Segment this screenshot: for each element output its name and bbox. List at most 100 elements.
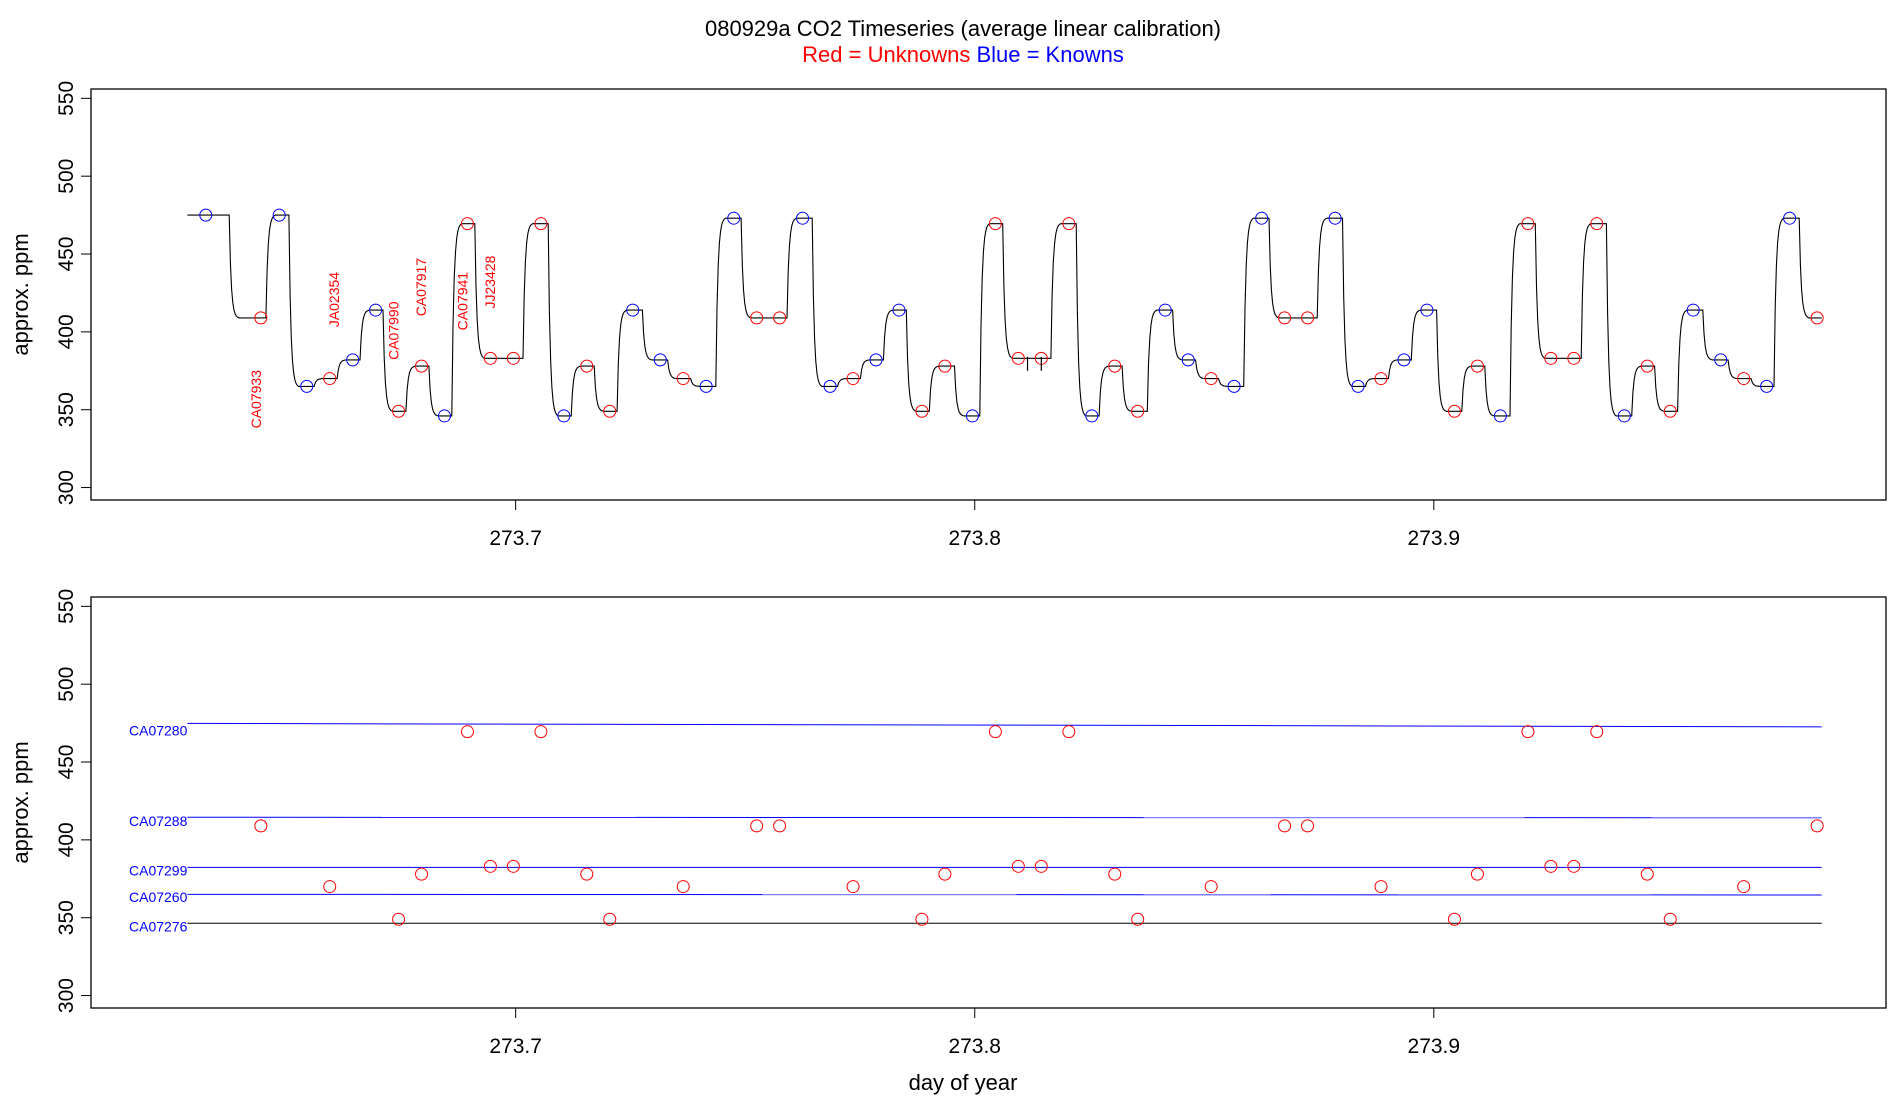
unknown-sample-point [1278,311,1292,325]
plot-frame [90,596,1887,1009]
y-tick-label: 450 [55,236,78,271]
known-sample-point [1158,303,1172,317]
unknown-sample-point [1521,725,1535,739]
chart-title: 080929a CO2 Timeseries (average linear c… [705,16,1221,41]
standard-line [187,722,1822,728]
unknown-sample-point [1447,404,1461,418]
unknown-sample-point [773,819,787,833]
unknown-sample-point [1011,859,1025,873]
y-tick-label: 450 [55,744,78,779]
known-sample-point [823,379,837,393]
unknown-sample-point [1640,867,1654,881]
unknown-sample-point [1204,880,1218,894]
unknown-sample-point [1567,351,1581,365]
unknown-sample-point [1567,859,1581,873]
known-sample-point [1255,211,1269,225]
unknown-sample-point [1034,859,1048,873]
known-sample-point [1227,379,1241,393]
unknown-sample-point [1663,912,1677,926]
standard-label: CA07299 [129,863,188,879]
unknown-sample-point [1590,217,1604,231]
unknown-sample-point [506,859,520,873]
unknown-sample-point [1447,912,1461,926]
known-sample-point [1351,379,1365,393]
known-sample-point [796,211,810,225]
known-sample-point [869,353,883,367]
sample-label: CA07990 [386,301,402,360]
unknown-sample-point [1374,372,1388,386]
known-sample-point [1760,379,1774,393]
known-sample-point [892,303,906,317]
known-sample-point [699,379,713,393]
y-tick-label: 400 [55,314,78,349]
known-sample-point [557,409,571,423]
unknown-sample-point [1737,372,1751,386]
known-sample-point [1420,303,1434,317]
unknown-sample-point [392,404,406,418]
known-sample-point [1085,409,1099,423]
y-axis-label: approx. ppm [8,233,33,355]
unknown-sample-point [1374,880,1388,894]
unknown-sample-point [415,867,429,881]
y-tick-label: 350 [55,392,78,427]
unknown-sample-point [1131,912,1145,926]
known-sample-point [1686,303,1700,317]
unknown-sample-point [483,859,497,873]
bottom-panel-calibration: 300 350 400 450 500 550 273.7 273.8 273.9 approx.… [8,589,1887,1058]
unknown-sample-point [988,725,1002,739]
unknown-sample-point [580,867,594,881]
unknown-sample-point [1810,311,1824,325]
unknown-sample-point [392,912,406,926]
subtitle-knowns: Blue = Knowns [976,42,1123,67]
y-tick-label: 550 [55,81,78,116]
known-sample-point [1617,409,1631,423]
known-sample-point [1783,211,1797,225]
known-sample-point [199,208,213,222]
unknown-sample-point [534,217,548,231]
y-tick-label: 550 [55,589,78,624]
unknown-sample-point [254,819,268,833]
sample-label: CA07917 [413,258,429,317]
sample-label: JJ23428 [482,255,498,308]
unknown-sample-point [323,372,337,386]
unknown-sample-point [1640,359,1654,373]
y-axis-label: approx. ppm [8,741,33,863]
unknown-sample-point [1108,359,1122,373]
plot-frame [90,88,1887,501]
x-tick-label: 273.9 [1408,1035,1461,1058]
unknown-sample-point [254,311,268,325]
unknown-sample-point [676,372,690,386]
unknown-sample-point [988,217,1002,231]
unknown-sample-point [938,359,952,373]
chart-subtitle: Red = Unknowns Blue = Knowns [802,42,1124,67]
sample-label: CA07941 [454,272,470,331]
unknown-sample-point [1737,880,1751,894]
top-panel-timeseries: 300 350 400 450 500 550 273.7 273.8 273.9 approx.… [8,81,1887,550]
known-sample-point [369,303,383,317]
y-tick-label: 300 [55,470,78,505]
unknown-sample-point [1204,372,1218,386]
unknown-sample-point [506,351,520,365]
unknown-sample-point [603,404,617,418]
standard-label: CA07288 [129,813,188,829]
known-sample-point [1328,211,1342,225]
x-tick-label: 273.8 [948,527,1001,550]
sample-label: CA07933 [248,370,264,429]
known-sample-point [626,303,640,317]
sample-label: JA02354 [326,272,342,327]
unknown-sample-point [1301,819,1315,833]
unknown-sample-point [750,819,764,833]
unknown-sample-point [1521,217,1535,231]
x-tick-label: 273.8 [948,1035,1001,1058]
known-sample-point [653,353,667,367]
x-tick-label: 273.7 [489,1035,542,1058]
known-sample-point [1181,353,1195,367]
unknown-sample-point [483,351,497,365]
x-tick-label: 273.9 [1408,527,1461,550]
unknown-sample-point [580,359,594,373]
unknown-sample-point [534,725,548,739]
unknown-sample-point [1301,311,1315,325]
y-tick-label: 400 [55,822,78,857]
unknown-sample-point [1663,404,1677,418]
